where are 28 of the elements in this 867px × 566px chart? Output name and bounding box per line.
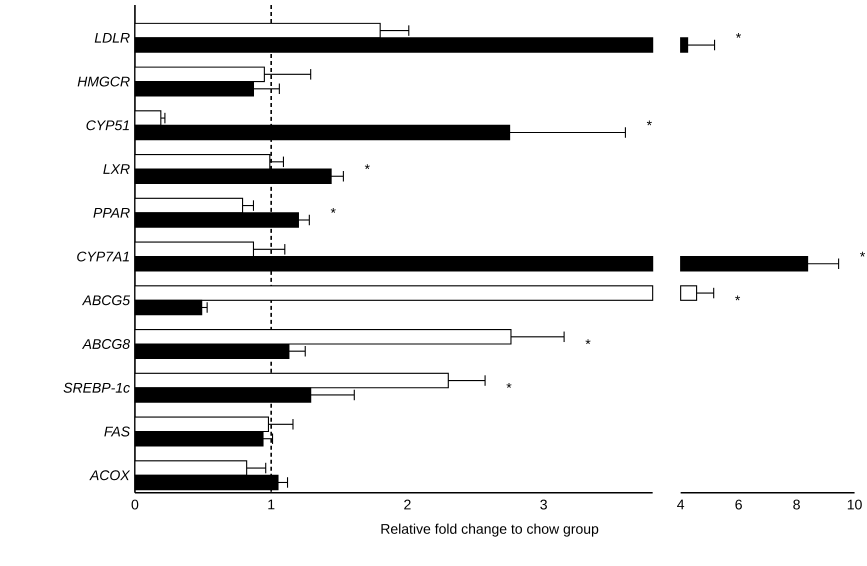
- y-tick-label: ABCG8: [82, 339, 130, 350]
- x-tick-label: 8: [793, 500, 800, 510]
- y-tick-label: HMGCR: [78, 76, 130, 87]
- annotation: *: [364, 164, 370, 170]
- y-tick-label: PPAR: [93, 208, 130, 218]
- x-tick-label: 2: [404, 500, 411, 510]
- x-axis-title: Relative fold change to chow group: [381, 524, 598, 537]
- y-tick-label: CYP7A1: [77, 252, 129, 262]
- y-tick-label: FAS: [104, 426, 130, 437]
- x-tick-label: 1: [268, 500, 274, 510]
- annotation: *: [735, 296, 740, 301]
- x-tick-label: 4: [677, 500, 684, 510]
- x-tick-label: 0: [132, 500, 138, 510]
- annotation: *: [736, 33, 741, 38]
- y-tick-label: SREBP-1c: [64, 382, 130, 393]
- annotation: *: [860, 252, 866, 257]
- y-tick-label: CYP51: [86, 120, 129, 130]
- annotation: *: [330, 208, 336, 214]
- annotation: *: [586, 339, 591, 344]
- x-tick-label: 6: [735, 500, 742, 510]
- y-tick-label: LXR: [103, 164, 130, 174]
- y-tick-label: ACOX: [89, 470, 130, 480]
- x-tick-label: 3: [540, 500, 547, 510]
- y-tick-label: ABCG5: [82, 295, 130, 306]
- x-tick-label: 10: [848, 500, 862, 510]
- annotation: *: [506, 383, 512, 388]
- y-tick-label: LDLR: [94, 33, 130, 43]
- annotation: *: [646, 120, 652, 126]
